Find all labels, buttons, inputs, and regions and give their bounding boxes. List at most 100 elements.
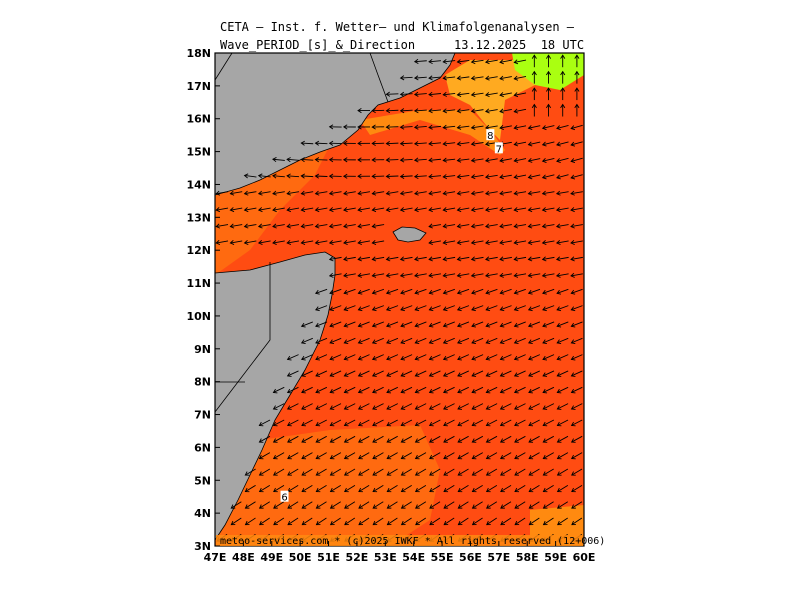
direction-arrow-head [442, 322, 448, 328]
direction-arrow [500, 517, 512, 526]
direction-arrow-head [528, 405, 533, 410]
direction-arrow-head [315, 454, 321, 460]
direction-arrow [485, 305, 498, 311]
direction-arrow-head [542, 454, 548, 460]
direction-arrow-head [343, 223, 348, 229]
direction-arrow [514, 224, 527, 228]
direction-arrow-head [357, 355, 363, 361]
direction-arrow-head [328, 190, 334, 196]
direction-arrow-head [314, 223, 320, 229]
direction-arrow [330, 419, 342, 426]
direction-arrow-head [386, 388, 392, 394]
direction-arrow-head [300, 239, 306, 245]
direction-arrow [529, 517, 540, 526]
direction-arrow [401, 501, 412, 509]
direction-arrow-head [443, 520, 449, 526]
direction-arrow-head [357, 372, 363, 377]
direction-arrow [428, 191, 441, 195]
direction-arrow [230, 224, 243, 228]
lon-tick-label: 53E [374, 551, 397, 564]
direction-arrow [301, 321, 313, 327]
direction-arrow-head [499, 157, 504, 163]
direction-arrow [330, 452, 342, 459]
direction-arrow [245, 517, 256, 526]
direction-arrow-head [442, 108, 448, 114]
direction-arrow-head [555, 223, 561, 229]
direction-arrow-head [273, 504, 278, 509]
direction-arrow-head [571, 487, 576, 493]
direction-arrow-head [471, 487, 477, 493]
direction-arrow-head [545, 103, 552, 109]
direction-arrow [528, 125, 541, 129]
direction-arrow-head [244, 504, 250, 509]
direction-arrow [344, 288, 356, 294]
direction-arrow [429, 288, 441, 294]
direction-arrow-head [443, 487, 449, 493]
direction-arrow-head [414, 487, 420, 493]
direction-arrow [415, 305, 427, 311]
direction-arrow-head [372, 487, 378, 493]
direction-arrow-head [428, 75, 433, 81]
direction-arrow [400, 76, 413, 79]
direction-arrow-head [385, 91, 391, 97]
direction-arrow-head [329, 471, 335, 476]
direction-arrow [244, 175, 257, 178]
direction-arrow [358, 256, 371, 260]
direction-arrow [485, 240, 498, 244]
direction-arrow-head [514, 421, 519, 427]
direction-arrow-head [272, 173, 277, 179]
direction-arrow-head [442, 174, 448, 180]
direction-arrow-head [414, 355, 420, 361]
direction-arrow [386, 354, 399, 360]
direction-arrow [386, 370, 399, 377]
direction-arrow-head [531, 54, 537, 59]
direction-arrow [571, 370, 583, 377]
direction-arrow-head [513, 256, 519, 262]
direction-arrow-head [499, 92, 504, 98]
direction-arrow-head [357, 140, 362, 146]
contour-labels: 87 6 [280, 129, 503, 504]
direction-arrow [230, 240, 243, 244]
direction-arrow-head [514, 504, 520, 509]
direction-arrow-head [485, 223, 490, 229]
direction-arrow [457, 403, 469, 410]
direction-arrow-head [499, 239, 504, 245]
direction-arrow [499, 76, 512, 80]
direction-arrow [471, 273, 484, 277]
direction-arrow-head [371, 173, 376, 179]
direction-arrow-head [428, 322, 434, 328]
direction-arrow-head [514, 487, 520, 493]
direction-arrow [457, 452, 469, 459]
direction-arrow-head [243, 223, 249, 229]
direction-arrow [273, 468, 285, 476]
direction-arrow [443, 484, 455, 493]
direction-arrow [542, 419, 555, 426]
direction-arrow-head [400, 504, 406, 509]
direction-arrow-head [513, 355, 519, 361]
direction-arrow-head [301, 454, 307, 460]
direction-arrow-head [541, 125, 547, 131]
direction-arrow-head [527, 125, 533, 131]
direction-arrow-head [286, 223, 292, 229]
direction-arrow-head [399, 91, 405, 97]
direction-arrow-head [570, 272, 575, 278]
direction-arrow [443, 256, 456, 260]
direction-arrow [429, 468, 441, 476]
direction-arrow-head [385, 289, 391, 295]
direction-arrow [443, 288, 455, 294]
direction-arrow [457, 419, 469, 426]
direction-arrow [230, 191, 243, 195]
direction-arrow-head [400, 388, 406, 394]
direction-arrow-head [485, 372, 491, 377]
direction-arrow [301, 354, 313, 360]
direction-arrow [258, 224, 271, 228]
direction-arrow [556, 174, 569, 179]
direction-arrow-head [471, 421, 477, 427]
direction-arrow [457, 207, 470, 211]
direction-arrow-head [386, 520, 392, 526]
direction-arrow-head [286, 190, 292, 196]
direction-arrow [443, 76, 456, 79]
direction-arrow-head [442, 289, 448, 295]
direction-arrow-head [542, 322, 547, 328]
lat-tick-label: 6N [194, 441, 211, 454]
